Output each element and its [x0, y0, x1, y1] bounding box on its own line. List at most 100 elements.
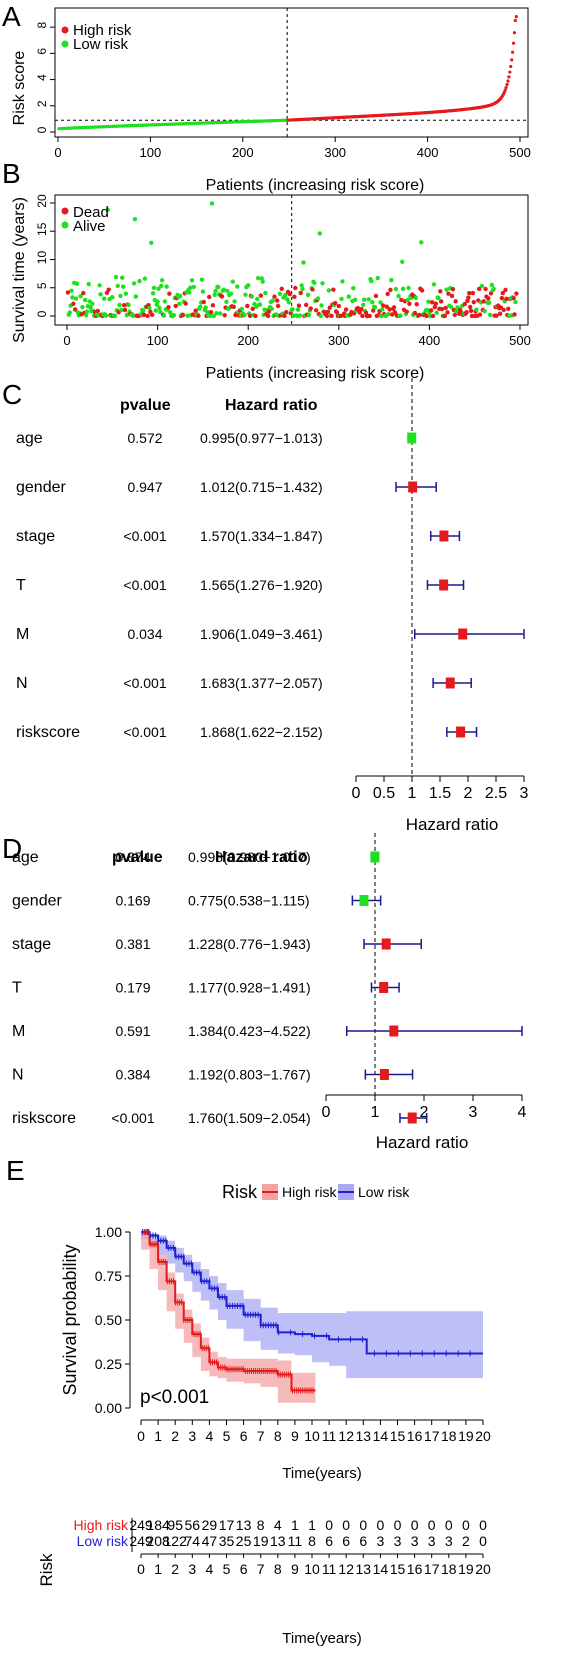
panel-a-xtick-label: 300: [324, 145, 346, 160]
panel-e-xtick-label: 18: [441, 1428, 457, 1444]
alive-point: [209, 201, 215, 206]
alive-point: [436, 295, 441, 301]
forest-row-pvalue: 0.381: [115, 936, 150, 952]
forest-xtick-label: 0: [322, 1104, 331, 1121]
forest-hr-marker: [379, 982, 389, 993]
forest-row-label: M: [12, 1023, 25, 1040]
dead-point: [196, 313, 201, 319]
dead-point: [360, 313, 365, 319]
dead-point: [486, 296, 491, 301]
dead-point: [310, 287, 315, 292]
risk-table-low-count: 3: [411, 1533, 419, 1549]
dead-point: [417, 312, 422, 318]
dead-point: [166, 304, 171, 310]
risk-table-low-count: 11: [288, 1533, 303, 1549]
risk-table-xtick-label: 13: [356, 1561, 372, 1577]
panel-e-xtick-label: 16: [407, 1428, 423, 1444]
alive-point: [103, 313, 109, 318]
alive-point: [188, 285, 193, 290]
dead-point: [65, 290, 71, 295]
dead-point: [265, 313, 271, 319]
dead-point: [419, 288, 425, 293]
alive-point: [212, 292, 217, 297]
alive-point: [74, 281, 80, 286]
dead-point: [439, 306, 445, 312]
panel-c-forest: 0 0.5 1 1.5 2 2.5 3 age 0.572 0.995(0.977−1.013) g…: [16, 378, 529, 802]
alive-point: [200, 289, 206, 294]
dead-point: [173, 303, 178, 309]
alive-point: [346, 294, 351, 299]
alive-point: [320, 281, 325, 286]
panel-b-xtick-label: 400: [419, 333, 441, 348]
risk-table-xtick-label: 20: [475, 1561, 491, 1577]
dead-point: [279, 286, 284, 291]
alive-point: [378, 300, 383, 305]
panel-b-ytick-label: 20: [35, 194, 49, 208]
alive-point: [159, 283, 164, 289]
alive-point: [119, 307, 124, 313]
forest-xtick-label: 1: [408, 785, 417, 802]
alive-point: [326, 288, 332, 293]
risk-table-low-count: 8: [308, 1533, 316, 1549]
forest-row-label: riskscore: [12, 1110, 76, 1127]
alive-point: [361, 297, 367, 302]
legend-high-risk-dot: [61, 26, 69, 34]
dead-point: [414, 302, 419, 307]
alive-point: [88, 305, 93, 310]
alive-point: [126, 302, 131, 308]
dead-point: [71, 301, 76, 306]
risk-table-high-count: 1: [308, 1517, 316, 1533]
alive-point: [142, 276, 148, 281]
forest-hr-marker: [359, 895, 369, 906]
alive-point: [161, 313, 167, 318]
panel-b-ytick-label: 5: [35, 282, 49, 289]
risk-table-high-count: 0: [377, 1517, 385, 1533]
dead-point: [412, 310, 418, 316]
panel-a-ytick-label: 8: [35, 21, 49, 28]
panel-e-xtick-label: 14: [373, 1428, 389, 1444]
forest-row-pvalue: 0.591: [115, 1023, 150, 1039]
forest-hr-marker: [439, 579, 449, 591]
risk-table-high-count: 0: [325, 1517, 333, 1533]
risk-table-high-count: 13: [236, 1517, 252, 1533]
alive-point: [486, 300, 492, 305]
panel-b-ylabel: Survival time (years): [11, 197, 28, 343]
dead-point: [511, 295, 516, 301]
forest-xtick-label: 1.5: [429, 785, 451, 802]
panel-c-xlabel: Hazard ratio: [406, 815, 499, 834]
alive-point: [120, 284, 126, 289]
panel-e-xtick-label: 3: [188, 1428, 196, 1444]
high-risk-point: [503, 88, 507, 92]
dead-point: [104, 290, 110, 296]
alive-point: [199, 277, 205, 282]
panel-d-forest: 0 1 2 3 4 age 0.874 0.998(0.980−1.017) gender 0.1…: [12, 833, 527, 1127]
panel-e-table-label: Risk: [37, 1553, 56, 1587]
alive-point: [90, 301, 95, 306]
alive-point: [295, 307, 301, 312]
dead-point: [503, 287, 508, 293]
dead-point: [231, 304, 236, 310]
dead-point: [399, 297, 404, 303]
alive-point: [405, 297, 410, 303]
dead-point: [384, 304, 390, 309]
risk-table-xtick-label: 4: [206, 1561, 214, 1577]
dead-point: [404, 309, 409, 314]
panel-b-ytick-label: 0: [35, 310, 49, 317]
alive-point: [448, 304, 454, 310]
dead-point: [483, 286, 488, 292]
dead-point: [72, 307, 78, 312]
alive-point: [489, 282, 495, 288]
dead-point: [343, 307, 349, 312]
high-risk-point: [511, 50, 515, 54]
panel-a-xtick-label: 400: [417, 145, 439, 160]
dead-point: [438, 299, 444, 304]
panel-e-xlabel: Time(years): [282, 1465, 361, 1482]
high-risk-point: [507, 75, 511, 79]
alive-point: [306, 312, 312, 318]
panel-e-letter: E: [6, 1155, 25, 1186]
panel-a-frame: [54, 7, 529, 138]
alive-point: [137, 278, 142, 284]
